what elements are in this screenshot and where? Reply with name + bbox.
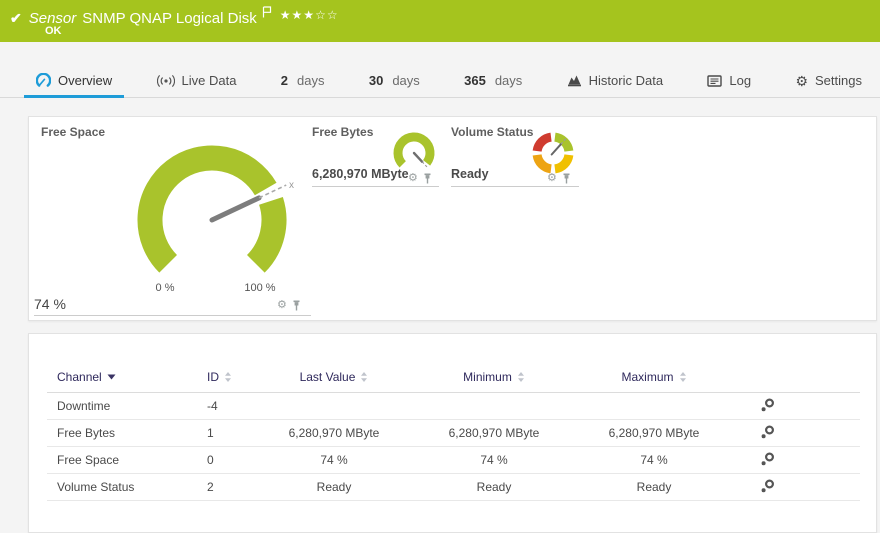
status-check-icon: ✔ bbox=[10, 9, 22, 26]
gauge-settings-gear-icon[interactable]: ⚙ bbox=[408, 172, 418, 184]
divider bbox=[312, 186, 439, 187]
sort-icon bbox=[361, 371, 368, 382]
table-header-row: Channel ID Last Value Minimum bbox=[47, 362, 860, 393]
channel-maximum bbox=[579, 392, 729, 420]
sort-icon bbox=[679, 371, 686, 382]
tab-label: Overview bbox=[58, 73, 113, 88]
table-row[interactable]: Volume Status 2 Ready Ready Ready bbox=[47, 473, 860, 501]
channel-minimum: 6,280,970 MByte bbox=[409, 419, 579, 447]
free-bytes-gauge bbox=[393, 132, 435, 169]
channel-settings-icon[interactable] bbox=[760, 479, 775, 494]
channel-name: Volume Status bbox=[47, 473, 197, 501]
divider bbox=[451, 186, 579, 187]
tab-2-days[interactable]: 2 days bbox=[269, 64, 337, 98]
tab-live-data[interactable]: Live Data bbox=[145, 64, 249, 98]
channels-table: Channel ID Last Value Minimum bbox=[47, 362, 860, 501]
channel-settings-icon[interactable] bbox=[760, 452, 775, 467]
priority-stars[interactable]: ★★★☆☆ bbox=[279, 8, 339, 22]
column-header-last-value[interactable]: Last Value bbox=[259, 362, 409, 393]
channel-id: 1 bbox=[197, 419, 259, 447]
column-header-minimum[interactable]: Minimum bbox=[409, 362, 579, 393]
pin-icon[interactable] bbox=[292, 300, 301, 311]
column-header-channel[interactable]: Channel bbox=[47, 362, 197, 393]
channel-name: Downtime bbox=[47, 392, 197, 420]
tab-label: Live Data bbox=[181, 73, 237, 88]
channel-name: Free Space bbox=[47, 446, 197, 474]
tab-bar: Overview Live Data 2 days 30 days 365 da… bbox=[0, 42, 880, 98]
gauge-settings-gear-icon[interactable]: ⚙ bbox=[277, 299, 287, 311]
priority-flag-icon[interactable] bbox=[262, 5, 272, 23]
object-kind-label: Sensor bbox=[28, 9, 77, 27]
channel-settings-icon[interactable] bbox=[760, 425, 775, 440]
tab-number: 2 bbox=[280, 73, 289, 88]
channel-last-value: 6,280,970 MByte bbox=[259, 419, 409, 447]
channel-id: 2 bbox=[197, 473, 259, 501]
page-title: SNMP QNAP Logical Disk bbox=[82, 9, 257, 27]
channel-last-value bbox=[259, 392, 409, 420]
sort-desc-icon bbox=[107, 374, 116, 380]
channel-maximum: 6,280,970 MByte bbox=[579, 419, 729, 447]
status-badge: OK bbox=[45, 25, 62, 37]
settings-icon: ⚙ bbox=[795, 72, 809, 89]
pin-icon[interactable] bbox=[562, 173, 571, 184]
channels-panel: Channel ID Last Value Minimum bbox=[28, 333, 877, 533]
sort-icon bbox=[225, 371, 231, 382]
live-icon bbox=[156, 74, 175, 88]
free-bytes-value: 6,280,970 MByte bbox=[312, 167, 409, 181]
channel-maximum: Ready bbox=[579, 473, 729, 501]
tab-365-days[interactable]: 365 days bbox=[452, 64, 534, 98]
table-row[interactable]: Downtime -4 bbox=[47, 392, 860, 420]
tab-log[interactable]: Log bbox=[695, 64, 763, 98]
tab-overview[interactable]: Overview bbox=[24, 64, 125, 98]
gauges-panel: Free Space x 0 % 100 % 74 % ⚙ Free Bytes… bbox=[28, 116, 877, 321]
tab-label: days bbox=[392, 73, 420, 88]
gauge-title-free-bytes: Free Bytes bbox=[312, 125, 374, 139]
channel-name: Free Bytes bbox=[47, 419, 197, 447]
gauge-marker-x: x bbox=[289, 180, 294, 191]
sensor-status-bar: ✔ Sensor SNMP QNAP Logical Disk ★★★☆☆ OK bbox=[0, 0, 880, 42]
gauge-title-volume-status: Volume Status bbox=[451, 125, 534, 139]
channel-minimum bbox=[409, 392, 579, 420]
chart-icon bbox=[567, 74, 582, 87]
channel-minimum: 74 % bbox=[409, 446, 579, 474]
sort-icon bbox=[517, 371, 524, 382]
tab-number: 365 bbox=[464, 73, 486, 88]
column-header-maximum[interactable]: Maximum bbox=[579, 362, 729, 393]
channel-maximum: 74 % bbox=[579, 446, 729, 474]
column-header-actions bbox=[729, 362, 860, 393]
tab-number: 30 bbox=[368, 73, 384, 88]
table-row[interactable]: Free Space 0 74 % 74 % 74 % bbox=[47, 446, 860, 474]
tab-label: days bbox=[297, 73, 325, 88]
pin-icon[interactable] bbox=[423, 173, 432, 184]
channel-id: -4 bbox=[197, 392, 259, 420]
gauge-max-label: 100 % bbox=[244, 282, 276, 294]
tab-label: days bbox=[494, 73, 523, 88]
tab-label: Historic Data bbox=[588, 73, 664, 88]
column-header-id[interactable]: ID bbox=[197, 362, 259, 393]
tab-label: Settings bbox=[815, 73, 862, 88]
log-icon bbox=[707, 74, 723, 87]
tab-historic-data[interactable]: Historic Data bbox=[555, 64, 675, 98]
gauge-icon bbox=[35, 72, 52, 88]
tab-label: Log bbox=[729, 73, 752, 88]
divider bbox=[34, 315, 311, 316]
volume-status-value: Ready bbox=[451, 167, 489, 181]
gauge-settings-gear-icon[interactable]: ⚙ bbox=[547, 172, 557, 184]
volume-status-gauge bbox=[532, 132, 574, 174]
gauge-title-free-space: Free Space bbox=[41, 125, 106, 139]
channel-id: 0 bbox=[197, 446, 259, 474]
channel-last-value: 74 % bbox=[259, 446, 409, 474]
free-space-gauge: x bbox=[137, 145, 294, 273]
channel-minimum: Ready bbox=[409, 473, 579, 501]
tab-settings[interactable]: ⚙ Settings bbox=[783, 64, 874, 98]
gauge-min-label: 0 % bbox=[155, 282, 175, 294]
tab-30-days[interactable]: 30 days bbox=[357, 64, 432, 98]
channel-settings-icon[interactable] bbox=[760, 398, 775, 413]
free-space-value: 74 % bbox=[34, 296, 66, 312]
table-row[interactable]: Free Bytes 1 6,280,970 MByte 6,280,970 M… bbox=[47, 419, 860, 447]
channel-last-value: Ready bbox=[259, 473, 409, 501]
